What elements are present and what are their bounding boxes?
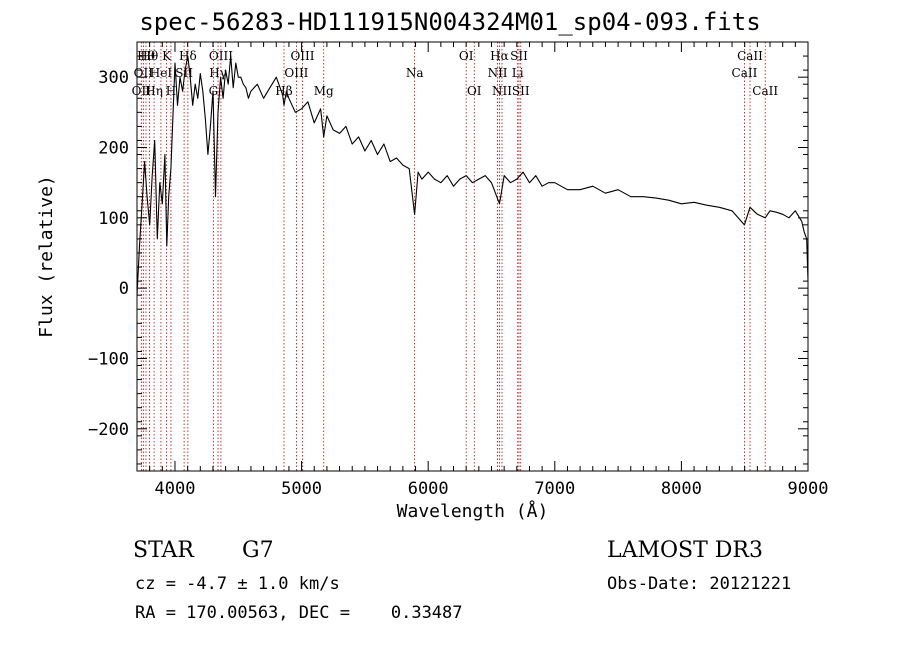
y-tick-label: 300: [98, 68, 129, 88]
x-axis-label: Wavelength (Å): [397, 500, 549, 522]
coordinates: RA = 170.00563, DEC = 0.33487: [135, 603, 463, 623]
line-label-15: OIII: [290, 49, 314, 63]
line-label-12: OIII: [209, 49, 233, 63]
line-label-16: Mg: [314, 84, 334, 98]
flux-series-line: [136, 55, 809, 296]
survey-name: LAMOST DR3: [607, 538, 763, 563]
line-label-26: CaII: [732, 66, 758, 80]
line-label-27: CaII: [737, 49, 763, 63]
object-class: STAR: [133, 538, 194, 563]
line-label-18: OI: [459, 49, 474, 63]
x-tick-label: 5000: [281, 479, 322, 499]
line-label-21: Hα: [490, 49, 509, 63]
line-label-7: H: [166, 84, 176, 98]
y-tick-label: −100: [88, 349, 129, 369]
line-label-11: Hγ: [209, 66, 227, 80]
line-label-23: Li: [512, 66, 524, 80]
chart-title: spec-56283-HD111915N004324M01_sp04-093.f…: [139, 8, 761, 36]
line-label-10: G: [209, 84, 219, 98]
redshift-cz: cz = -4.7 ± 1.0 km/s: [135, 574, 340, 594]
y-tick-label: 100: [98, 209, 129, 229]
line-label-24: SII: [510, 49, 528, 63]
obs-date: Obs-Date: 20121221: [607, 574, 792, 594]
line-label-22: NII: [492, 84, 512, 98]
x-tick-label: 7000: [534, 479, 575, 499]
object-subclass: G7: [242, 538, 274, 563]
x-tick-label: 8000: [661, 479, 702, 499]
y-tick-label: 0: [119, 279, 129, 299]
line-label-1: OII: [134, 66, 154, 80]
line-label-6: K: [162, 49, 172, 63]
line-label-14: OIII: [284, 66, 308, 80]
x-tick-label: 9000: [788, 479, 829, 499]
line-label-19: OI: [467, 84, 482, 98]
line-label-8: SII: [175, 66, 193, 80]
line-label-4: Hη: [145, 84, 163, 98]
line-label-20: NII: [488, 66, 508, 80]
line-label-2: Hθ: [137, 49, 155, 63]
y-tick-label: −200: [88, 420, 129, 440]
x-tick-label: 6000: [408, 479, 449, 499]
line-label-5: HeI: [150, 66, 173, 80]
line-label-17: Na: [406, 66, 424, 80]
line-label-25: SII: [512, 84, 530, 98]
line-label-28: CaII: [752, 84, 778, 98]
plot-frame: [136, 41, 809, 472]
x-tick-label: 4000: [155, 479, 196, 499]
line-label-3: Hθ: [141, 49, 159, 63]
y-tick-label: 200: [98, 138, 129, 158]
y-axis-label: Flux (relative): [36, 175, 57, 338]
line-label-13: Hβ: [275, 84, 292, 98]
line-label-9: Hδ: [179, 49, 197, 63]
